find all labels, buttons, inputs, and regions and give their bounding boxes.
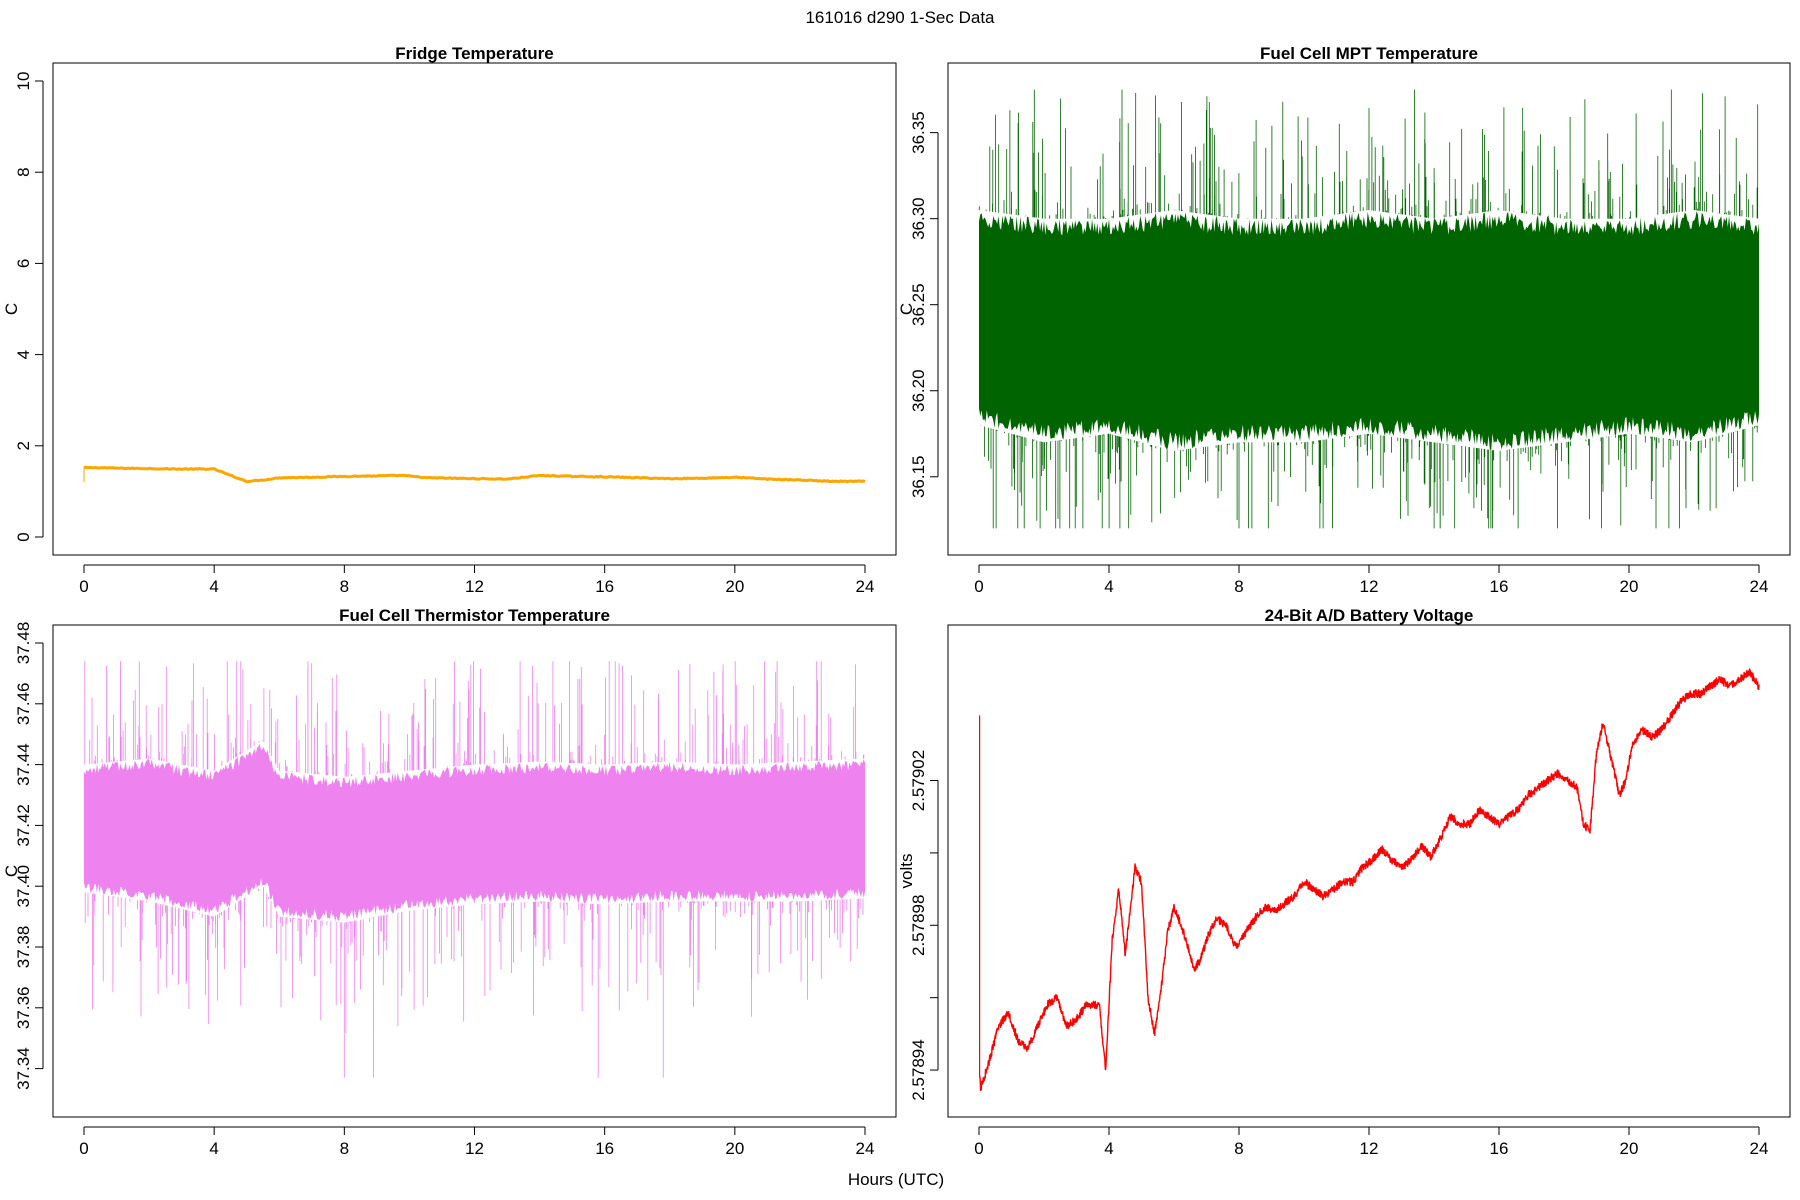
- x-tick-label: 16: [595, 577, 614, 596]
- y-tick-label: 36.30: [909, 197, 928, 240]
- x-tick-label: 20: [1620, 1139, 1639, 1158]
- x-tick-label: 20: [725, 1139, 744, 1158]
- y-axis-label: C: [2, 865, 21, 877]
- series-band: [979, 211, 1759, 451]
- panel-fuel-cell-thermistor-temperature: Fuel Cell Thermistor Temperature C 0 4 8 12 16…: [2, 606, 897, 1158]
- x-tick-label: 16: [1490, 1139, 1509, 1158]
- x-tick-label: 16: [1490, 577, 1509, 596]
- x-tick-label: 4: [1104, 1139, 1113, 1158]
- y-tick-label: 2: [14, 441, 33, 450]
- plot-frame: [947, 624, 1791, 1118]
- y-tick-label: 36.35: [909, 111, 928, 154]
- x-tick-label: 24: [1750, 1139, 1769, 1158]
- y-tick-label: 36.25: [909, 283, 928, 326]
- y-tick-label: 4: [14, 350, 33, 359]
- y-tick-label: 37.38: [14, 926, 33, 969]
- y-axis-label: C: [897, 303, 916, 315]
- panel-title: Fuel Cell Thermistor Temperature: [339, 606, 610, 625]
- y-tick-label: 37.42: [14, 804, 33, 847]
- panel-title: Fridge Temperature: [395, 44, 553, 63]
- x-tick-label: 8: [1234, 577, 1243, 596]
- y-tick-label: 37.34: [14, 1047, 33, 1090]
- y-tick-label: 37.44: [14, 743, 33, 786]
- series-line: [978, 668, 1760, 1091]
- panel-title: 24-Bit A/D Battery Voltage: [1265, 606, 1474, 625]
- panel-battery-voltage: 24-Bit A/D Battery Voltage volts 0 4 8 12 16 20…: [897, 606, 1791, 1158]
- x-tick-label: 16: [595, 1139, 614, 1158]
- x-tick-label: 20: [725, 577, 744, 596]
- x-tick-label: 0: [79, 577, 88, 596]
- y-tick-label: 2.57894: [909, 1039, 928, 1100]
- x-tick-label: 4: [209, 1139, 218, 1158]
- y-tick-label: 36.15: [909, 456, 928, 499]
- x-tick-label: 24: [856, 577, 875, 596]
- y-tick-label: 37.48: [14, 622, 33, 665]
- y-axis-label: C: [2, 303, 21, 315]
- figure-x-axis-label: Hours (UTC): [848, 1170, 944, 1189]
- y-tick-label: 2.57902: [909, 750, 928, 811]
- x-tick-label: 24: [856, 1139, 875, 1158]
- y-axis-label: volts: [897, 854, 916, 889]
- x-tick-label: 8: [340, 1139, 349, 1158]
- figure-title: 161016 d290 1-Sec Data: [805, 8, 995, 27]
- plot-frame: [52, 62, 897, 556]
- x-tick-label: 8: [1234, 1139, 1243, 1158]
- x-tick-label: 12: [465, 1139, 484, 1158]
- panel-fuel-cell-mpt-temperature: Fuel Cell MPT Temperature C 0 4 8 12 16 20 24 36.…: [897, 44, 1791, 596]
- x-tick-label: 20: [1620, 577, 1639, 596]
- panel-title: Fuel Cell MPT Temperature: [1260, 44, 1478, 63]
- x-tick-label: 24: [1750, 577, 1769, 596]
- x-tick-label: 4: [209, 577, 218, 596]
- x-tick-label: 4: [1104, 577, 1113, 596]
- y-tick-label: 37.46: [14, 683, 33, 726]
- y-tick-label: 10: [14, 72, 33, 91]
- x-tick-label: 0: [79, 1139, 88, 1158]
- y-tick-label: 2.57898: [909, 895, 928, 956]
- y-tick-label: 37.36: [14, 987, 33, 1030]
- y-tick-label: 8: [14, 167, 33, 176]
- x-tick-label: 12: [1360, 1139, 1379, 1158]
- plot-frame: [52, 624, 897, 1118]
- x-tick-label: 0: [974, 1139, 983, 1158]
- y-tick-label: 0: [14, 532, 33, 541]
- y-tick-label: 37.40: [14, 865, 33, 908]
- y-tick-label: 6: [14, 259, 33, 268]
- y-tick-label: 36.20: [909, 369, 928, 412]
- x-tick-label: 12: [465, 577, 484, 596]
- series-line: [83, 465, 866, 484]
- x-tick-label: 12: [1360, 577, 1379, 596]
- series-spikes: [978, 89, 1759, 529]
- x-tick-label: 0: [974, 577, 983, 596]
- x-tick-label: 8: [340, 577, 349, 596]
- plot-frame: [947, 62, 1791, 556]
- series-band: [84, 743, 865, 922]
